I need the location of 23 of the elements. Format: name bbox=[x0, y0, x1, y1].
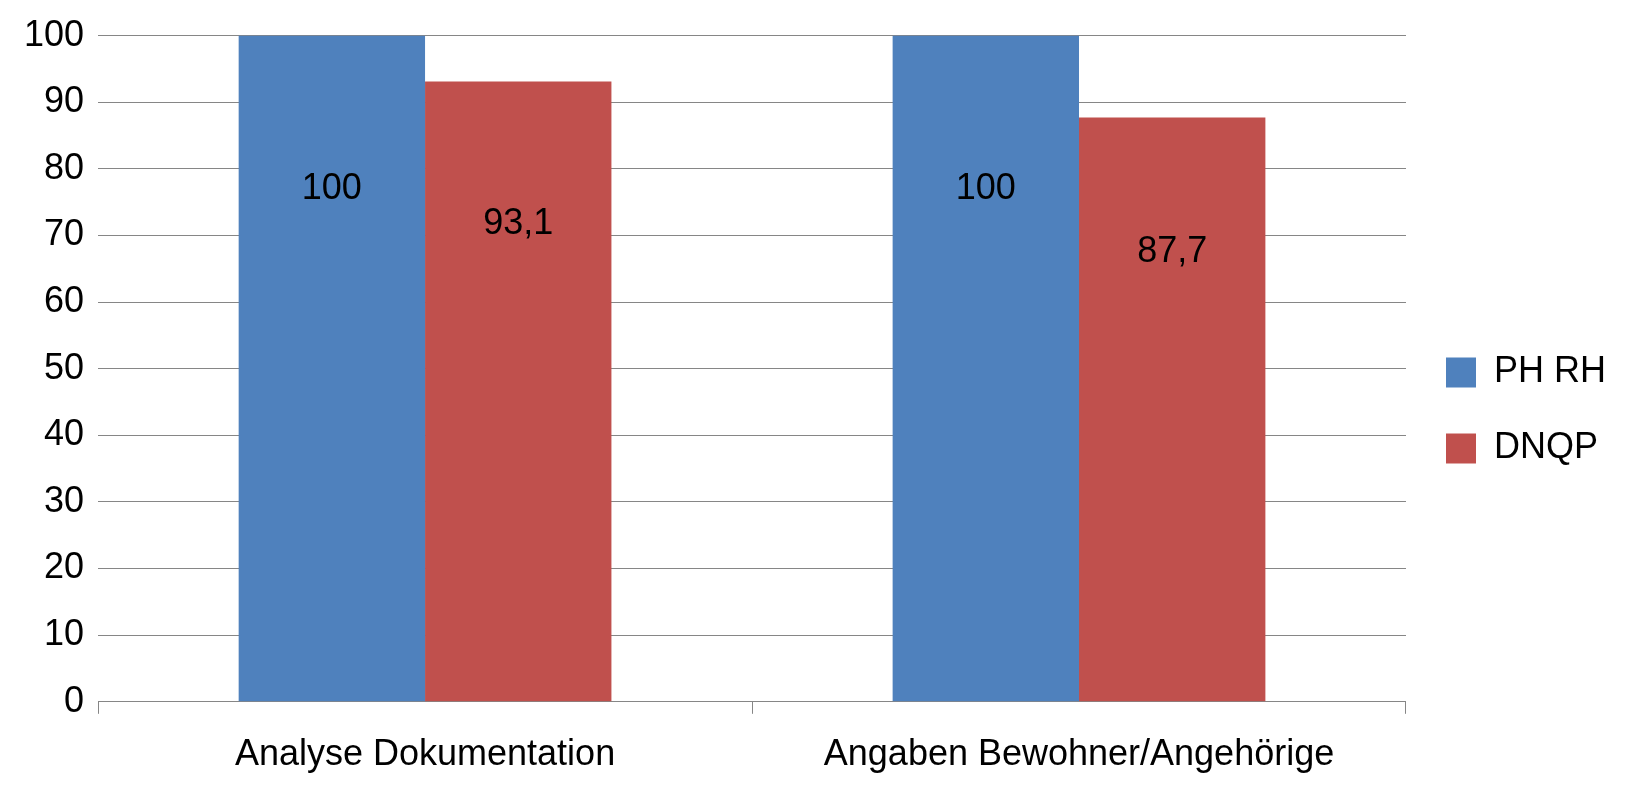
y-tick-label: 70 bbox=[44, 212, 85, 254]
data-label: 100 bbox=[301, 165, 362, 207]
y-tick-label: 40 bbox=[44, 412, 85, 454]
legend-label: DNQP bbox=[1493, 425, 1599, 467]
data-label: 100 bbox=[955, 165, 1016, 207]
legend-label: PH RH bbox=[1493, 349, 1607, 391]
y-tick-label: 60 bbox=[44, 279, 85, 320]
y-tick-label: 90 bbox=[44, 79, 85, 121]
y-tick-label: 100 bbox=[23, 12, 85, 54]
bar bbox=[238, 35, 426, 702]
y-tick-label: 50 bbox=[44, 345, 85, 387]
bar bbox=[425, 81, 612, 702]
data-label: 93,1 bbox=[483, 201, 554, 243]
bar bbox=[892, 35, 1080, 702]
y-tick-label: 20 bbox=[44, 545, 85, 587]
y-tick-label: 10 bbox=[44, 612, 85, 654]
y-tick-label: 80 bbox=[44, 145, 85, 187]
x-tick-label: Analyse Dokumentation bbox=[234, 732, 616, 774]
bar bbox=[1079, 117, 1266, 702]
y-tick-label: 30 bbox=[44, 478, 85, 520]
y-tick-label: 0 bbox=[64, 678, 85, 720]
data-label: 87,7 bbox=[1137, 228, 1208, 270]
x-tick-label: Angaben Bewohner/Angehörige bbox=[823, 732, 1335, 774]
